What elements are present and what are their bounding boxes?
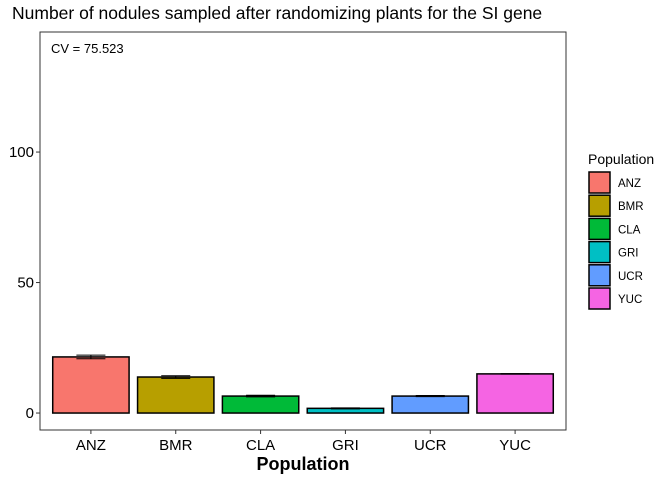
x-tick-label: UCR <box>414 437 447 454</box>
y-axis: 0 50 100 <box>9 144 40 422</box>
legend-swatch <box>588 171 611 194</box>
bar-cla <box>221 395 300 414</box>
legend-item-yuc: YUC <box>588 287 642 310</box>
error-bars-group <box>76 354 530 410</box>
legend-swatch <box>588 264 611 287</box>
error-bar-yuc <box>500 373 530 375</box>
legend: Population ANZ BMR CLA GRI UCR YUC <box>588 151 654 310</box>
error-bar-bmr <box>161 375 191 379</box>
legend-label: YUC <box>618 294 642 306</box>
y-tick-label: 0 <box>26 405 34 422</box>
legend-label: GRI <box>618 248 638 260</box>
bar-yuc <box>476 373 555 414</box>
error-bar-gri <box>330 407 360 410</box>
legend-title: Population <box>588 151 654 167</box>
legend-item-cla: CLA <box>588 217 641 241</box>
legend-swatch <box>588 287 611 310</box>
legend-swatch <box>588 194 611 217</box>
x-tick-label: BMR <box>159 437 193 454</box>
bar-bmr <box>136 376 215 414</box>
legend-swatch <box>588 217 611 241</box>
error-bar-anz <box>76 354 106 360</box>
y-tick-label: 100 <box>9 144 34 161</box>
y-tick-label: 50 <box>17 275 34 292</box>
legend-label: ANZ <box>618 178 641 190</box>
legend-item-bmr: BMR <box>588 194 644 217</box>
cv-annotation: CV = 75.523 <box>51 41 124 56</box>
x-tick-label: ANZ <box>76 437 106 454</box>
legend-label: CLA <box>618 224 641 236</box>
legend-item-gri: GRI <box>588 240 638 264</box>
x-tick-label: CLA <box>246 437 275 454</box>
error-bar-cla <box>246 394 276 398</box>
legend-label: BMR <box>618 201 644 213</box>
x-tick-label: YUC <box>499 437 531 454</box>
legend-label: UCR <box>618 271 643 283</box>
x-axis: ANZ BMR CLA GRI UCR YUC <box>76 430 531 454</box>
legend-items: ANZ BMR CLA GRI UCR YUC <box>588 171 644 310</box>
x-axis-title: Population <box>257 454 350 474</box>
chart-title: Number of nodules sampled after randomiz… <box>12 3 542 23</box>
legend-item-ucr: UCR <box>588 264 643 287</box>
bar-anz <box>51 356 130 414</box>
legend-swatch <box>588 240 611 264</box>
error-bar-ucr <box>415 395 445 398</box>
legend-item-anz: ANZ <box>588 171 641 194</box>
bar-ucr <box>391 395 470 414</box>
bars-group <box>51 356 555 414</box>
x-tick-label: GRI <box>332 437 359 454</box>
